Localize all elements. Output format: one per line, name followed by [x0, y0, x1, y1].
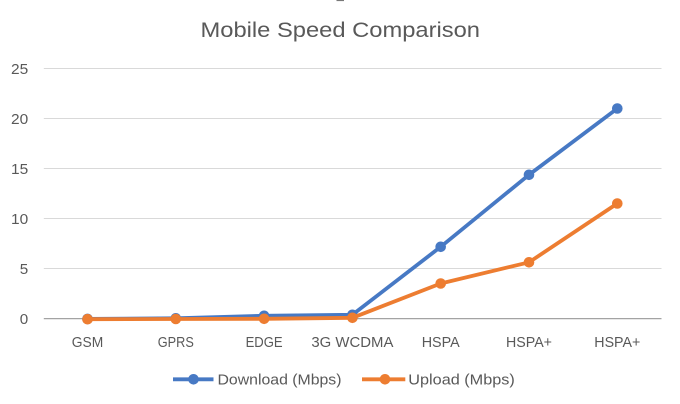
svg-text:15: 15: [11, 161, 28, 178]
svg-text:HSPA: HSPA: [422, 335, 460, 351]
svg-text:Mobile Speed Comparison: Mobile Speed Comparison: [201, 18, 481, 42]
svg-text:HSPA+: HSPA+: [594, 335, 640, 351]
svg-text:EDGE: EDGE: [246, 335, 283, 351]
svg-text:10: 10: [11, 211, 28, 228]
svg-text:HSPA+: HSPA+: [506, 335, 552, 351]
svg-text:5: 5: [20, 261, 28, 278]
svg-text:GPRS: GPRS: [158, 335, 194, 351]
svg-text:Upload (Mbps): Upload (Mbps): [408, 371, 515, 388]
svg-text:3G WCDMA: 3G WCDMA: [311, 335, 393, 351]
svg-text:25: 25: [11, 61, 28, 78]
svg-text:Download (Mbps): Download (Mbps): [218, 371, 342, 388]
svg-text:0: 0: [20, 311, 28, 328]
svg-text:GSM: GSM: [72, 335, 104, 351]
svg-text:20: 20: [11, 111, 28, 128]
